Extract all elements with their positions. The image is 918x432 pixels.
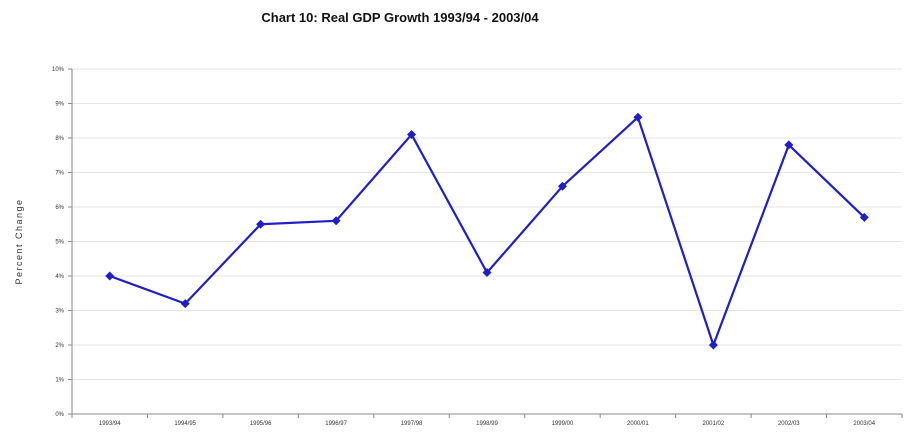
- x-tick-label: 1997/98: [401, 421, 423, 427]
- y-axis-label: Percent Change: [14, 198, 24, 284]
- data-point: [633, 112, 643, 122]
- ticks-layer: 0% 1% 2% 3% 4% 5% 6% 7% 8% 9% 10% 1993/94 1994/95 199…: [52, 67, 903, 427]
- y-tick-label: 3%: [55, 309, 64, 315]
- data-point: [180, 299, 190, 309]
- y-tick-label: 4%: [55, 274, 64, 280]
- data-point: [331, 216, 341, 226]
- y-tick-label: 5%: [55, 240, 64, 246]
- grid-layer: [72, 68, 902, 380]
- x-tick-label: 1996/97: [325, 421, 347, 427]
- data-point: [708, 340, 718, 350]
- y-tick-label: 1%: [55, 378, 64, 384]
- chart-title: Chart 10: Real GDP Growth 1993/94 - 2003…: [261, 10, 539, 25]
- x-tick-label: 1998/99: [476, 421, 498, 427]
- y-tick-label: 7%: [55, 171, 64, 177]
- x-tick-label: 1999/00: [552, 421, 574, 427]
- data-point: [407, 130, 417, 140]
- points-layer: [105, 112, 869, 350]
- data-point: [557, 181, 567, 191]
- x-tick-label: 1994/95: [174, 421, 196, 427]
- x-tick-label: 2001/02: [703, 421, 725, 427]
- data-point: [784, 140, 794, 150]
- x-tick-label: 2003/04: [853, 421, 875, 427]
- x-tick-label: 2002/03: [778, 421, 800, 427]
- y-tick-label: 10%: [52, 67, 65, 73]
- data-point: [859, 212, 869, 222]
- y-tick-label: 2%: [55, 343, 64, 349]
- x-tick-label: 1993/94: [99, 421, 121, 427]
- x-tick-label: 1995/96: [250, 421, 272, 427]
- x-tick-label: 2000/01: [627, 421, 649, 427]
- data-point: [482, 268, 492, 278]
- data-point: [256, 219, 266, 229]
- y-tick-label: 0%: [55, 412, 64, 418]
- y-tick-label: 9%: [55, 102, 64, 108]
- data-point: [105, 271, 115, 281]
- y-tick-label: 6%: [55, 205, 64, 211]
- y-tick-label: 8%: [55, 136, 64, 142]
